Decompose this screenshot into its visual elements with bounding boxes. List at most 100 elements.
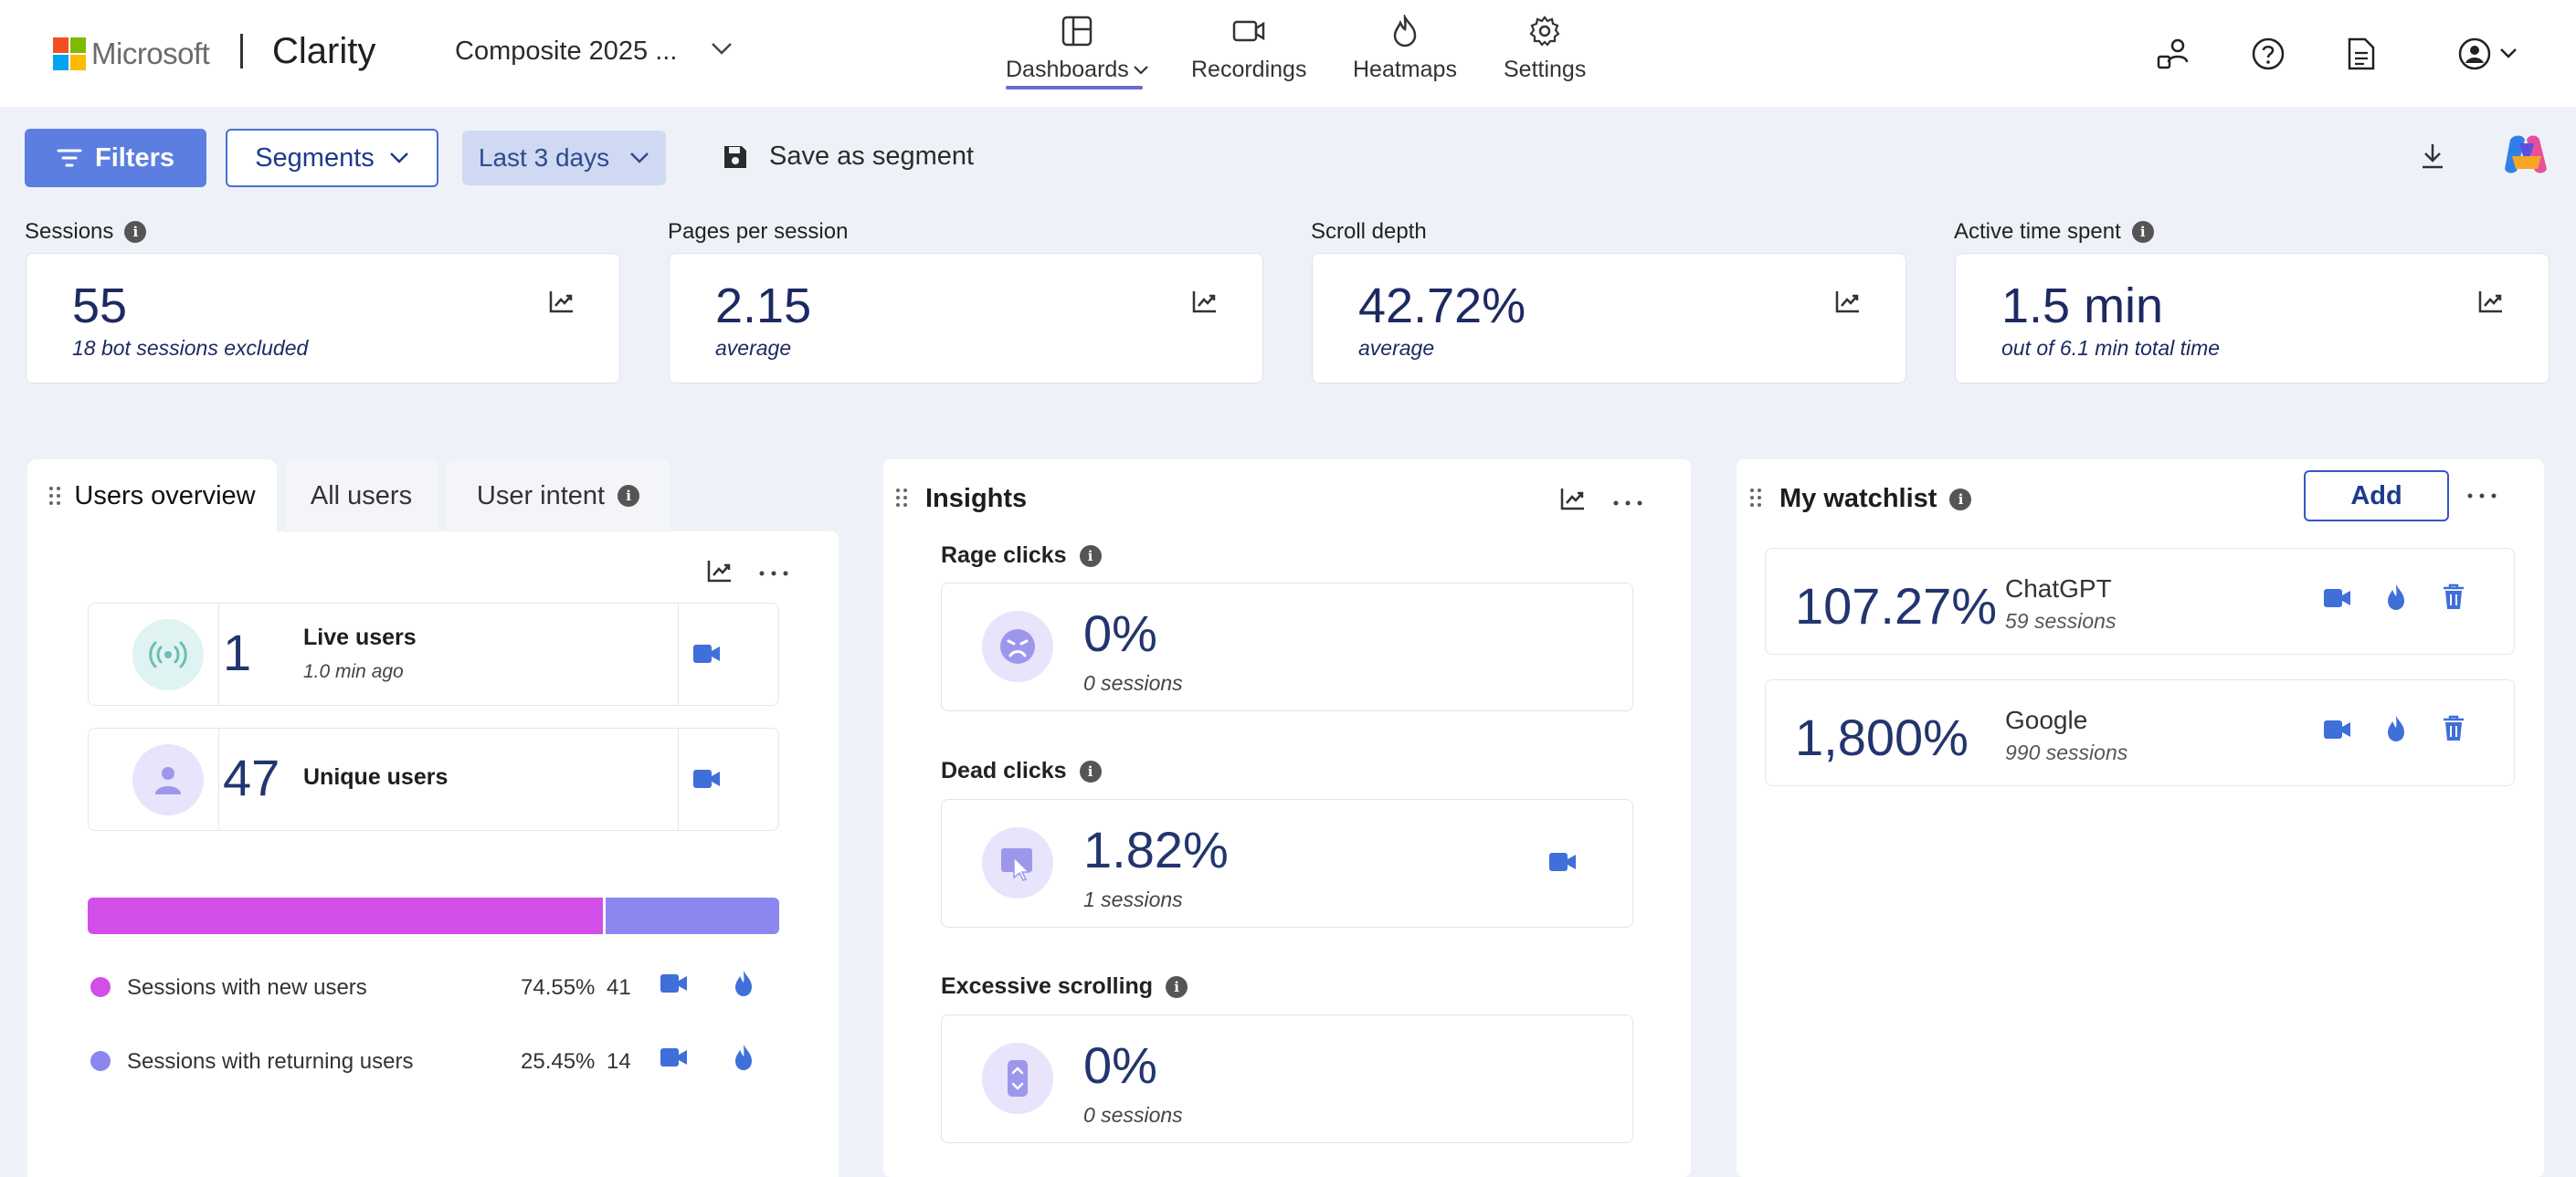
delete-icon[interactable]	[2442, 583, 2465, 611]
metric-value: 55	[72, 278, 128, 333]
row-cell	[88, 728, 219, 831]
trend-chart-icon[interactable]	[706, 558, 734, 583]
watchlist-name: ChatGPT	[2005, 574, 2112, 603]
info-icon[interactable]: i	[618, 485, 640, 507]
project-selector[interactable]: Composite 2025 ...	[455, 37, 678, 66]
help-icon[interactable]	[2251, 37, 2286, 71]
recordings-icon[interactable]	[2323, 719, 2352, 741]
legend-label: Sessions with returning users	[127, 1049, 414, 1074]
info-icon[interactable]: i	[1949, 488, 1972, 510]
heatmap-flame-icon[interactable]	[2385, 715, 2407, 742]
heatmap-flame-icon[interactable]	[733, 1044, 755, 1071]
recordings-icon[interactable]	[660, 972, 689, 994]
metric-label-text: Active time spent	[1954, 219, 2121, 244]
tab-user-intent[interactable]: User intent i	[446, 459, 670, 532]
info-icon[interactable]: i	[1079, 544, 1102, 567]
save-segment-label: Save as segment	[769, 142, 975, 171]
insight-sub: 0 sessions	[1083, 671, 1183, 695]
document-icon[interactable]	[2346, 37, 2377, 71]
legend-dot	[90, 1051, 111, 1071]
delete-icon[interactable]	[2442, 715, 2465, 742]
info-icon[interactable]: i	[124, 221, 147, 243]
trend-chart-icon[interactable]	[1834, 289, 1862, 314]
watchlist-value: 1,800%	[1795, 709, 1969, 766]
bar-segment-new-users[interactable]	[88, 898, 603, 934]
nav-recordings[interactable]: Recordings	[1191, 15, 1306, 83]
metric-label-scroll: Scroll depth	[1311, 219, 1427, 245]
microsoft-logo: Microsoft	[53, 37, 210, 71]
insight-card-dead-clicks[interactable]: 1.82% 1 sessions	[941, 799, 1633, 928]
watchlist-sub: 990 sessions	[2005, 741, 2128, 764]
drag-handle-icon[interactable]	[1749, 487, 1762, 509]
info-icon[interactable]: i	[2131, 221, 2154, 243]
recordings-icon[interactable]	[2323, 587, 2352, 609]
live-users-row: 1 Live users 1.0 min ago	[88, 603, 779, 706]
date-range-dropdown[interactable]: Last 3 days	[462, 131, 666, 185]
metric-label-text: Sessions	[25, 219, 114, 244]
insight-card-rage-clicks[interactable]: 0% 0 sessions	[941, 583, 1633, 711]
insight-sub: 0 sessions	[1083, 1103, 1183, 1127]
metric-label-text: Scroll depth	[1311, 219, 1427, 244]
more-options-icon[interactable]	[758, 570, 789, 577]
tab-all-users[interactable]: All users	[285, 459, 438, 532]
add-watchlist-button[interactable]: Add	[2304, 470, 2449, 521]
insight-value: 1.82%	[1083, 821, 1229, 878]
tab-label: Users overview	[74, 480, 256, 510]
watchlist-item-chatgpt[interactable]: 107.27% ChatGPT 59 sessions	[1765, 548, 2515, 655]
heatmap-flame-icon[interactable]	[2385, 583, 2407, 611]
nav-settings[interactable]: Settings	[1504, 15, 1586, 83]
download-icon[interactable]	[2419, 142, 2446, 171]
recordings-icon[interactable]	[1548, 851, 1578, 873]
legend-percent: 74.55%	[521, 975, 596, 1000]
trend-chart-icon[interactable]	[548, 289, 575, 314]
recordings-icon[interactable]	[692, 768, 722, 790]
row-cell	[678, 603, 779, 706]
insight-value: 0%	[1083, 604, 1157, 662]
nav-heatmaps[interactable]: Heatmaps	[1353, 15, 1457, 83]
chevron-down-icon[interactable]	[711, 40, 733, 57]
trend-chart-icon[interactable]	[2477, 289, 2505, 314]
account-icon[interactable]	[2457, 37, 2521, 71]
filters-label: Filters	[94, 142, 175, 173]
save-segment-button[interactable]: Save as segment	[722, 142, 974, 172]
angry-face-icon	[982, 611, 1053, 682]
unique-users-row: 47 Unique users	[88, 728, 779, 831]
recordings-icon[interactable]	[660, 1046, 689, 1068]
metric-value: 42.72%	[1358, 278, 1526, 333]
info-icon[interactable]: i	[1079, 760, 1102, 783]
watchlist-header: My watchlist i	[1779, 484, 1972, 514]
trend-chart-icon[interactable]	[1191, 289, 1219, 314]
people-icon[interactable]	[2156, 37, 2191, 71]
metric-sub: out of 6.1 min total time	[2001, 336, 2221, 360]
insight-value: 0%	[1083, 1036, 1157, 1094]
watchlist-sub: 59 sessions	[2005, 609, 2117, 633]
metric-value: 2.15	[715, 278, 812, 333]
chevron-down-icon	[629, 152, 649, 164]
drag-handle-icon[interactable]	[895, 487, 908, 509]
bar-segment-returning-users[interactable]	[606, 898, 779, 934]
metric-label-pages: Pages per session	[668, 219, 848, 245]
insight-label-text: Dead clicks	[941, 758, 1067, 783]
nav-dashboards[interactable]: Dashboards	[1006, 15, 1149, 83]
heatmap-flame-icon[interactable]	[733, 970, 755, 997]
insight-card-excessive-scrolling[interactable]: 0% 0 sessions	[941, 1014, 1633, 1143]
legend-percent: 25.45%	[521, 1049, 596, 1074]
legend-row-new-users: Sessions with new users 74.55% 41	[88, 971, 779, 1003]
drag-handle-icon[interactable]	[48, 485, 61, 507]
more-options-icon[interactable]	[2466, 492, 2497, 499]
legend-count: 14	[607, 1049, 631, 1074]
info-icon[interactable]: i	[1166, 975, 1188, 998]
more-options-icon[interactable]	[1612, 499, 1643, 507]
metric-label-sessions: Sessions i	[25, 219, 147, 245]
tab-users-overview[interactable]: Users overview	[27, 459, 277, 532]
watchlist-name: Google	[2005, 706, 2088, 734]
copilot-icon[interactable]	[2501, 132, 2550, 178]
trend-chart-icon[interactable]	[1559, 486, 1587, 511]
watchlist-item-google[interactable]: 1,800% Google 990 sessions	[1765, 679, 2515, 786]
filters-button[interactable]: Filters	[25, 129, 206, 187]
insight-label-text: Rage clicks	[941, 542, 1067, 568]
recordings-icon[interactable]	[692, 643, 722, 665]
nav-label: Dashboards	[1006, 57, 1129, 82]
segments-dropdown[interactable]: Segments	[226, 129, 438, 187]
watchlist-value: 107.27%	[1795, 577, 1998, 635]
